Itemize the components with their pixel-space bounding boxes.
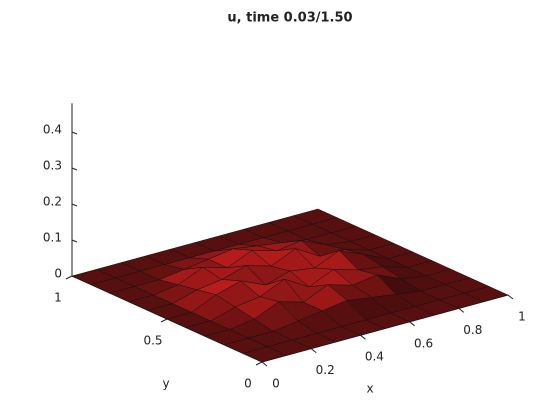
x-tick-label: 1 xyxy=(518,310,526,324)
surface-patch xyxy=(242,346,288,363)
x-tick-label: 0.8 xyxy=(463,323,482,337)
x-tick xyxy=(458,308,465,313)
z-tick-label: 0.3 xyxy=(43,159,62,173)
x-tick-label: 0.6 xyxy=(414,336,433,350)
z-tick xyxy=(71,239,78,243)
x-tick xyxy=(261,361,268,367)
y-tick-label: 0.5 xyxy=(143,334,162,348)
y-tick-label: 0 xyxy=(244,377,252,391)
x-tick xyxy=(507,294,514,300)
z-tick xyxy=(71,167,78,171)
x-tick-label: 0.2 xyxy=(316,363,335,377)
z-tick-label: 0 xyxy=(54,267,62,281)
chart-title: u, time 0.03/1.50 xyxy=(227,11,352,26)
y-tick xyxy=(255,361,263,366)
x-tick-label: 0.4 xyxy=(365,350,384,364)
x-tick xyxy=(409,321,415,327)
x-tick xyxy=(310,348,317,353)
x-tick-label: 0 xyxy=(272,377,280,391)
y-tick xyxy=(160,318,168,323)
z-tick xyxy=(71,131,78,135)
x-tick xyxy=(360,334,366,340)
z-tick xyxy=(71,203,78,207)
y-axis-label: y xyxy=(162,377,169,391)
z-tick-label: 0.4 xyxy=(43,123,62,137)
y-tick-label: 1 xyxy=(54,291,62,305)
y-tick xyxy=(65,275,73,280)
x-axis-label: x xyxy=(366,382,373,396)
z-tick-label: 0.1 xyxy=(43,231,62,245)
z-tick-label: 0.2 xyxy=(43,195,62,209)
